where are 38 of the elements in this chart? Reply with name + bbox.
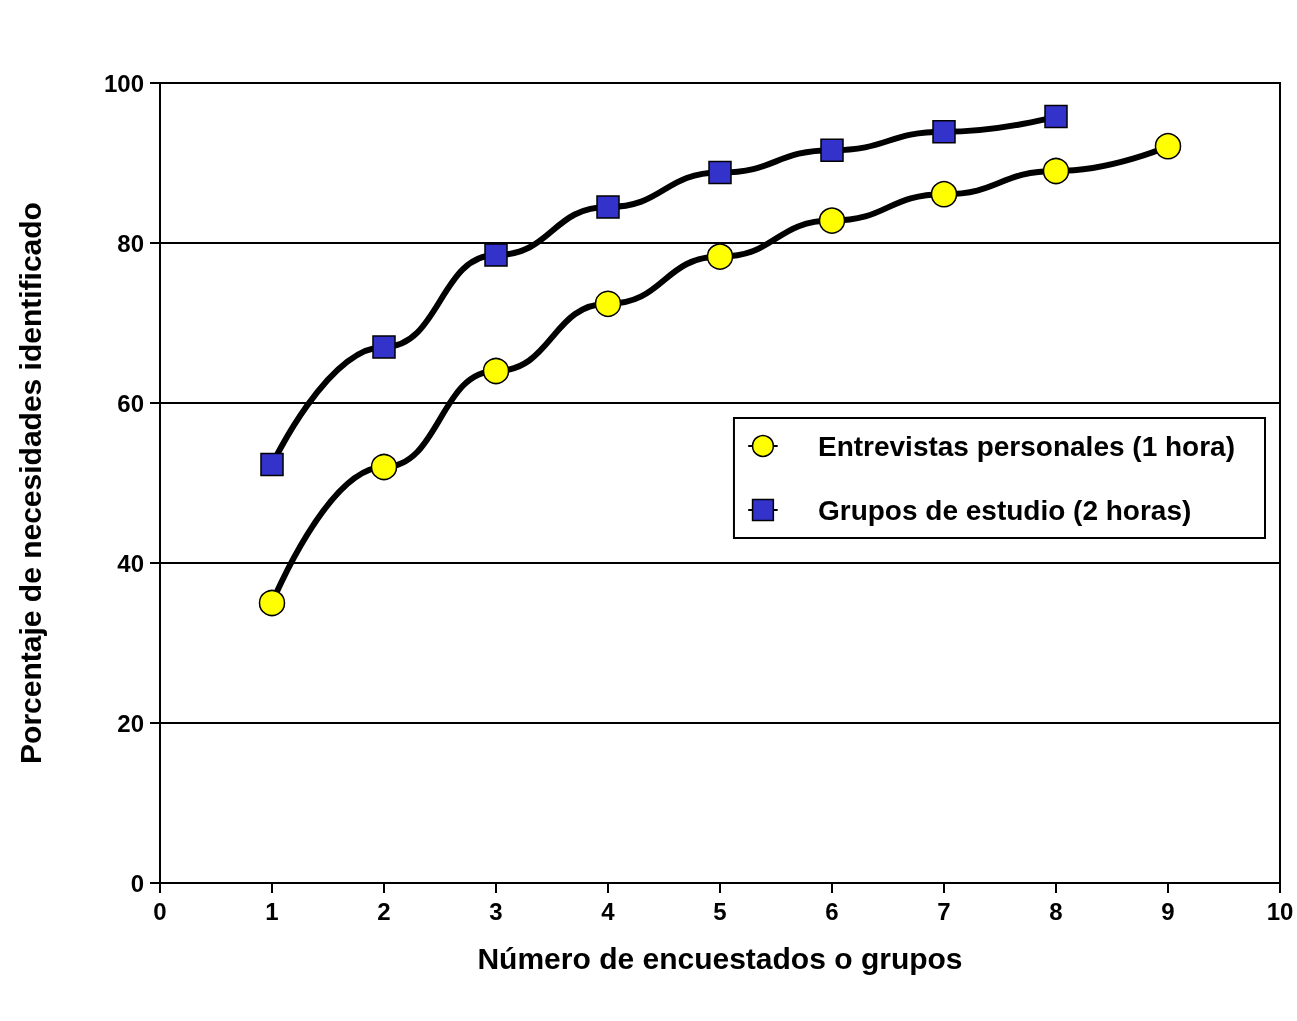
point bbox=[818, 207, 846, 234]
y-tick-label: 20 bbox=[117, 709, 144, 737]
point bbox=[258, 589, 286, 617]
x-axis-title: Número de encuestados o grupos bbox=[477, 941, 963, 975]
point bbox=[484, 243, 508, 267]
point bbox=[370, 453, 398, 481]
point bbox=[260, 452, 284, 477]
point bbox=[1044, 104, 1068, 129]
y-tick-label: 40 bbox=[117, 549, 144, 577]
point bbox=[482, 357, 510, 385]
x-tick-label: 10 bbox=[1266, 897, 1294, 925]
y-tick-label: 80 bbox=[117, 229, 144, 257]
y-tick-label: 0 bbox=[130, 869, 144, 897]
x-tick-label: 8 bbox=[1049, 897, 1063, 925]
y-axis-title: Porcentaje de necesidades identificado bbox=[13, 202, 47, 764]
x-tick-label: 1 bbox=[265, 897, 279, 925]
point bbox=[932, 120, 956, 144]
point bbox=[930, 180, 958, 208]
x-tick-label: 3 bbox=[489, 897, 503, 925]
point bbox=[594, 290, 622, 318]
y-tick-label: 60 bbox=[117, 389, 144, 417]
point bbox=[708, 160, 732, 185]
point bbox=[596, 195, 620, 219]
x-tick-label: 5 bbox=[713, 897, 727, 925]
point bbox=[820, 138, 844, 162]
point bbox=[1042, 157, 1070, 185]
x-tick-label: 0 bbox=[153, 897, 167, 925]
point bbox=[706, 243, 734, 270]
point bbox=[372, 335, 396, 359]
y-tick-label: 100 bbox=[103, 69, 144, 97]
x-tick-label: 2 bbox=[377, 897, 391, 925]
point bbox=[1154, 132, 1182, 160]
legend-label: Entrevistas personales (1 hora) bbox=[817, 430, 1235, 462]
x-tick-label: 9 bbox=[1161, 897, 1175, 925]
x-tick-label: 7 bbox=[937, 897, 951, 925]
x-tick-label: 6 bbox=[825, 897, 839, 925]
legend-label: Grupos de estudio (2 horas) bbox=[817, 494, 1192, 526]
x-tick-label: 4 bbox=[601, 897, 616, 925]
